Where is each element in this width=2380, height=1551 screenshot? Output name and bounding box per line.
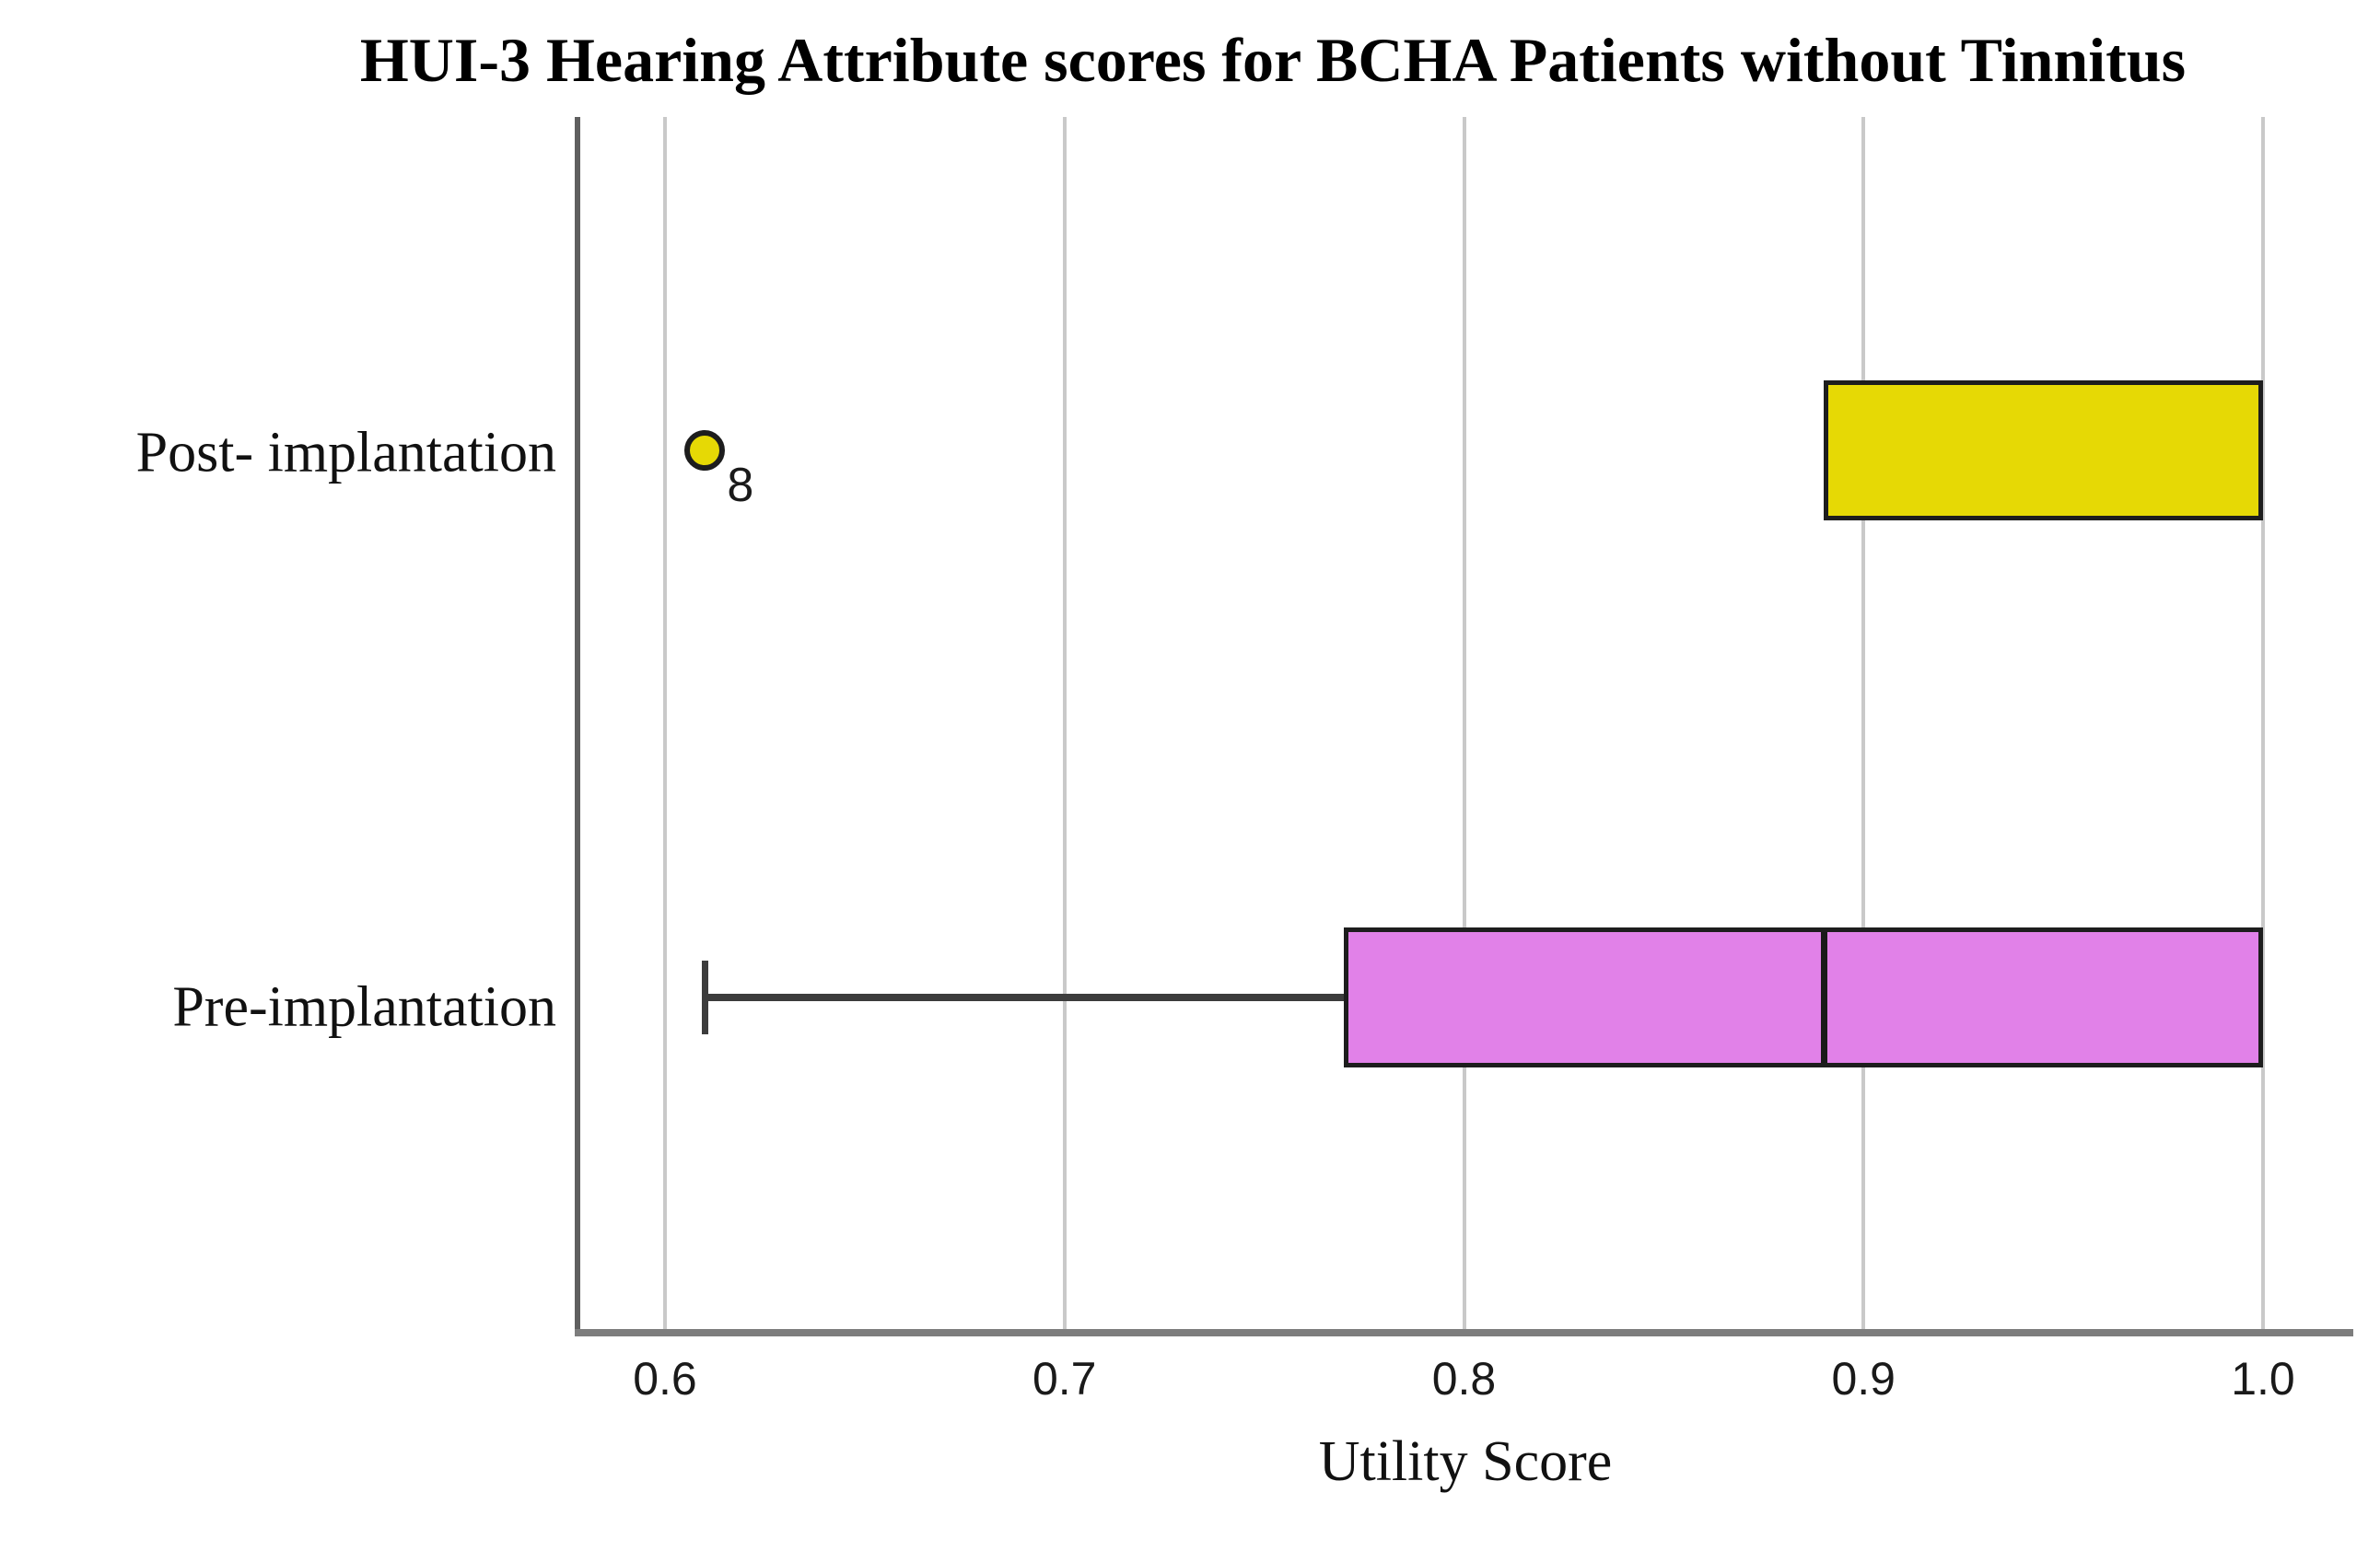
x-tick-label: 0.8 <box>1431 1353 1497 1405</box>
whisker-line <box>705 994 1345 1001</box>
x-gridline <box>1062 117 1067 1333</box>
x-axis-line <box>575 1329 2353 1336</box>
median-line <box>1820 932 1827 1063</box>
x-gridline <box>663 117 667 1333</box>
outlier-label: 8 <box>727 459 754 512</box>
box <box>1823 380 2263 520</box>
x-gridline <box>1462 117 1466 1333</box>
x-axis-title: Utility Score <box>1318 1430 1613 1493</box>
x-gridline <box>2261 117 2265 1333</box>
x-tick-label: 0.7 <box>1032 1353 1097 1405</box>
box <box>1344 927 2263 1067</box>
x-tick-label: 1.0 <box>2231 1353 2295 1405</box>
category-label-pre-implantation: Pre-implantation <box>172 975 556 1039</box>
chart-title: HUI-3 Hearing Attribute scores for BCHA … <box>359 25 2187 95</box>
category-label-post-implantation: Post- implantation <box>135 421 556 484</box>
x-tick-label: 0.6 <box>633 1353 697 1405</box>
y-axis-line <box>575 117 580 1333</box>
outlier-point <box>684 430 726 471</box>
x-tick-label: 0.9 <box>1831 1353 1896 1405</box>
x-gridline <box>1861 117 1866 1333</box>
